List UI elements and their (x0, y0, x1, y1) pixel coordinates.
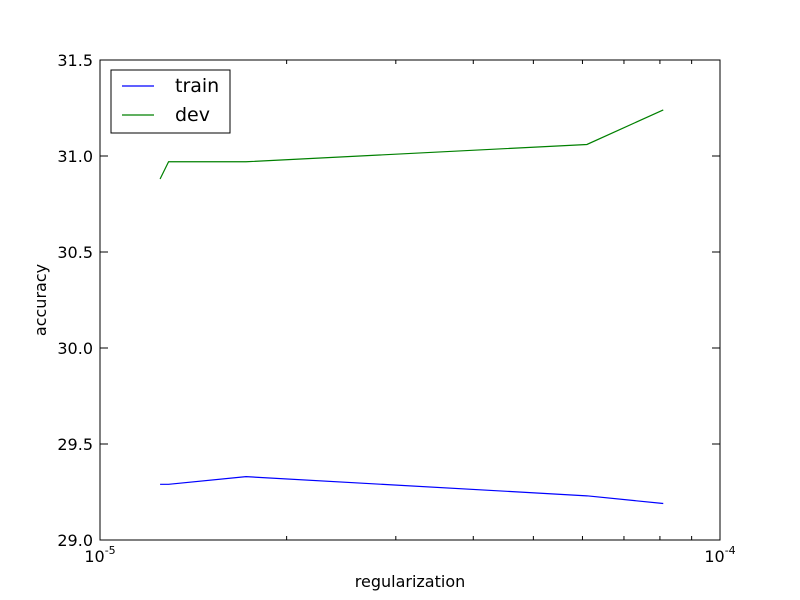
legend-label-dev: dev (175, 104, 210, 126)
series-line-dev (159, 109, 664, 180)
series-line-train (160, 476, 664, 505)
y-tick-label: 31.5 (57, 51, 93, 70)
x-axis-label: regularization (355, 572, 466, 591)
y-tick-label: 30.5 (57, 243, 93, 262)
y-tick-label: 31.0 (57, 147, 93, 166)
x-tick-label-exponent: -5 (105, 544, 116, 557)
series-layer (159, 109, 664, 505)
legend: train dev (110, 69, 231, 134)
y-tick-label: 29.0 (57, 531, 93, 550)
x-tick-label: 10-5 (84, 544, 115, 566)
plot-frame (99, 59, 721, 541)
x-tick-label-exponent: -4 (725, 544, 736, 557)
legend-label-train: train (175, 75, 219, 97)
x-tick-label: 10-4 (704, 544, 735, 566)
y-tick-label: 30.0 (57, 339, 93, 358)
x-tick-label-base: 10 (704, 547, 724, 566)
y-tick-label: 29.5 (57, 435, 93, 454)
ticks-layer: 29.029.530.030.531.031.510-5 10-4 (57, 51, 735, 566)
y-axis-label: accuracy (31, 264, 50, 336)
legend-box (110, 69, 231, 134)
x-tick-label-base: 10 (84, 547, 104, 566)
